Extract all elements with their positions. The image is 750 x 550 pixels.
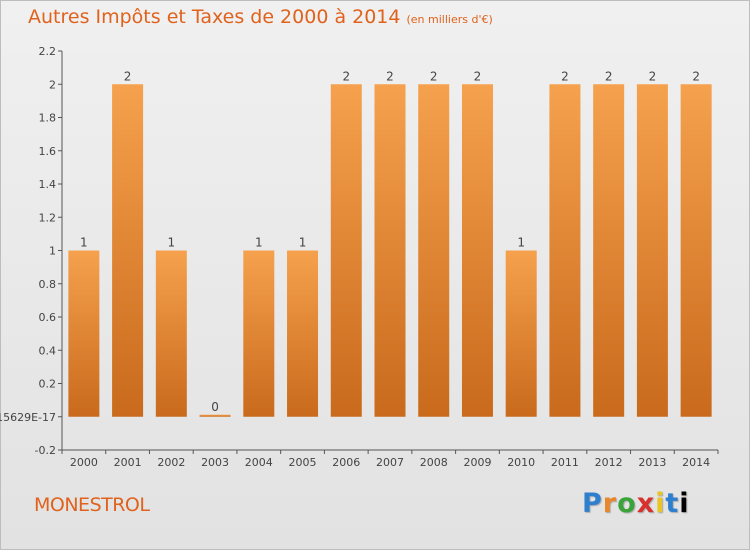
- bar: [593, 84, 625, 417]
- x-tick-label: 2000: [70, 456, 98, 469]
- x-tick-label: 2012: [595, 456, 623, 469]
- bar: [199, 414, 231, 417]
- bar: [636, 84, 668, 417]
- data-label: 2: [342, 69, 350, 83]
- data-label: 2: [386, 69, 394, 83]
- data-label: 2: [692, 69, 700, 83]
- x-tick-label: 2009: [463, 456, 491, 469]
- y-tick-label: 0.2: [39, 378, 57, 391]
- proxiti-logo: Proxiti: [582, 488, 690, 519]
- chart-title-text: Autres Impôts et Taxes de 2000 à 2014: [28, 6, 401, 28]
- chart-axes: -0.2 -1.5265566615629E-17 0.2 0.4 0.6 0.8 1 1.2…: [0, 45, 719, 469]
- x-tick-label: 2011: [551, 456, 579, 469]
- bar: [418, 84, 450, 417]
- data-label: 1: [299, 236, 307, 250]
- y-tick-label: 2: [49, 78, 56, 91]
- logo-letter: i: [679, 488, 690, 519]
- chart-unit: (en milliers d'€): [406, 13, 493, 26]
- logo-letter: P: [582, 488, 603, 519]
- data-label: 2: [561, 69, 569, 83]
- x-tick-label: 2010: [507, 456, 535, 469]
- y-tick-label: 2.2: [39, 45, 57, 58]
- data-label: 2: [605, 69, 613, 83]
- bar: [549, 84, 581, 417]
- bar: [112, 84, 144, 417]
- chart-title: Autres Impôts et Taxes de 2000 à 2014 (en…: [28, 6, 493, 28]
- y-tick-label: -0.2: [35, 444, 56, 457]
- logo-letter: x: [636, 488, 656, 519]
- x-tick-label: 2001: [114, 456, 142, 469]
- bar: [155, 250, 187, 417]
- data-label: 1: [255, 236, 263, 250]
- data-label: 2: [430, 69, 438, 83]
- y-tick-label: 1.6: [39, 145, 57, 158]
- data-label: 1: [168, 236, 176, 250]
- bar: [330, 84, 362, 417]
- y-tick-label: 1.4: [39, 178, 57, 191]
- x-tick-label: 2014: [682, 456, 710, 469]
- x-tick-label: 2005: [289, 456, 317, 469]
- logo-letter: i: [655, 488, 666, 519]
- y-tick-label: 1.2: [39, 211, 57, 224]
- data-label: 1: [517, 236, 525, 250]
- logo-letter: t: [665, 488, 680, 519]
- x-tick-label: 2007: [376, 456, 404, 469]
- data-label: 2: [124, 69, 132, 83]
- y-tick-label: 1: [49, 245, 56, 258]
- y-tick-label: 1.8: [39, 112, 57, 125]
- bar: [68, 250, 100, 417]
- bar: [243, 250, 275, 417]
- chart-bars: [68, 84, 712, 417]
- chart-data-labels: 1 2 1 0 1 1 2 2 2 2 1 2 2 2 2: [80, 69, 700, 414]
- data-label: 2: [474, 69, 482, 83]
- y-tick-label: 0.4: [39, 344, 57, 357]
- x-tick-label: 2002: [157, 456, 185, 469]
- y-tick-label: 0.6: [39, 311, 57, 324]
- x-tick-label: 2004: [245, 456, 273, 469]
- x-tick-label: 2003: [201, 456, 229, 469]
- bar: [287, 250, 319, 417]
- logo-letter: r: [602, 488, 618, 519]
- data-label: 0: [211, 400, 219, 414]
- bar: [505, 250, 537, 417]
- logo-letter: o: [617, 488, 637, 519]
- commune-name: MONESTROL: [34, 494, 150, 516]
- data-label: 1: [80, 236, 88, 250]
- bar: [461, 84, 493, 417]
- bar: [374, 84, 406, 417]
- bar: [680, 84, 712, 417]
- x-tick-label: 2013: [638, 456, 666, 469]
- data-label: 2: [649, 69, 657, 83]
- y-tick-label: 0.8: [39, 278, 57, 291]
- x-tick-label: 2008: [420, 456, 448, 469]
- x-tick-label: 2006: [332, 456, 360, 469]
- y-tick-label: -1.5265566615629E-17: [0, 411, 56, 424]
